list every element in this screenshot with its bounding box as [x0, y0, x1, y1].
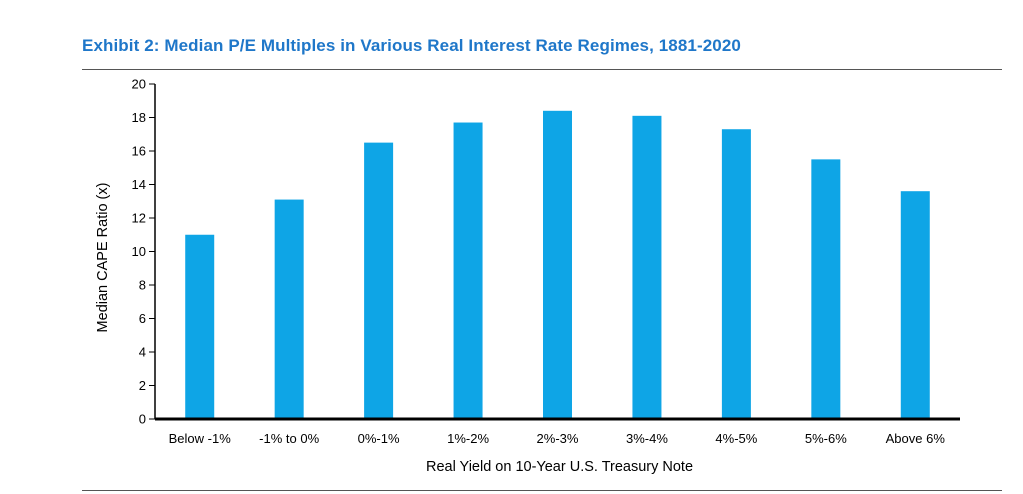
- bar: [543, 110, 572, 420]
- x-tick-label: Above 6%: [886, 431, 946, 446]
- x-tick-label: Below -1%: [169, 431, 232, 446]
- bar: [900, 191, 930, 419]
- y-tick-label: 6: [139, 311, 146, 326]
- bar: [811, 159, 841, 419]
- bar: [274, 199, 304, 419]
- x-axis-title: Real Yield on 10-Year U.S. Treasury Note: [426, 459, 693, 475]
- x-tick-label: -1% to 0%: [259, 431, 319, 446]
- y-tick-label: 20: [132, 77, 146, 92]
- x-tick-label: 0%-1%: [358, 431, 400, 446]
- y-tick-label: 14: [132, 177, 146, 192]
- y-tick-label: 0: [139, 412, 146, 427]
- x-tick-label: 4%-5%: [715, 431, 757, 446]
- chart-title: Exhibit 2: Median P/E Multiples in Vario…: [82, 36, 741, 55]
- bar: [632, 115, 662, 419]
- y-tick-label: 10: [132, 244, 146, 259]
- bar: [185, 234, 215, 419]
- bottom-divider: [82, 490, 1002, 491]
- bars: [185, 110, 930, 420]
- y-tick-label: 2: [139, 378, 146, 393]
- bar: [721, 129, 751, 419]
- y-axis-title: Median CAPE Ratio (x): [95, 183, 111, 333]
- y-tick-label: 18: [132, 110, 146, 125]
- x-tick-label: 2%-3%: [537, 431, 579, 446]
- y-tick-label: 4: [139, 345, 146, 360]
- y-tick-label: 12: [132, 211, 146, 226]
- x-tick-label: 3%-4%: [626, 431, 668, 446]
- bar: [364, 142, 394, 419]
- x-tick-label: 5%-6%: [805, 431, 847, 446]
- x-axis-ticks: Below -1% -1% to 0% 0%-1% 1%-2% 2%-3% 3%-4% 4%…: [169, 431, 946, 446]
- y-tick-label: 16: [132, 144, 146, 159]
- y-tick-label: 8: [139, 278, 146, 293]
- x-tick-label: 1%-2%: [447, 431, 489, 446]
- top-divider: [82, 69, 1002, 70]
- bar: [453, 122, 483, 420]
- y-axis-ticks: 0 2 4 6 8 10 12 14 16 18 20: [132, 77, 155, 427]
